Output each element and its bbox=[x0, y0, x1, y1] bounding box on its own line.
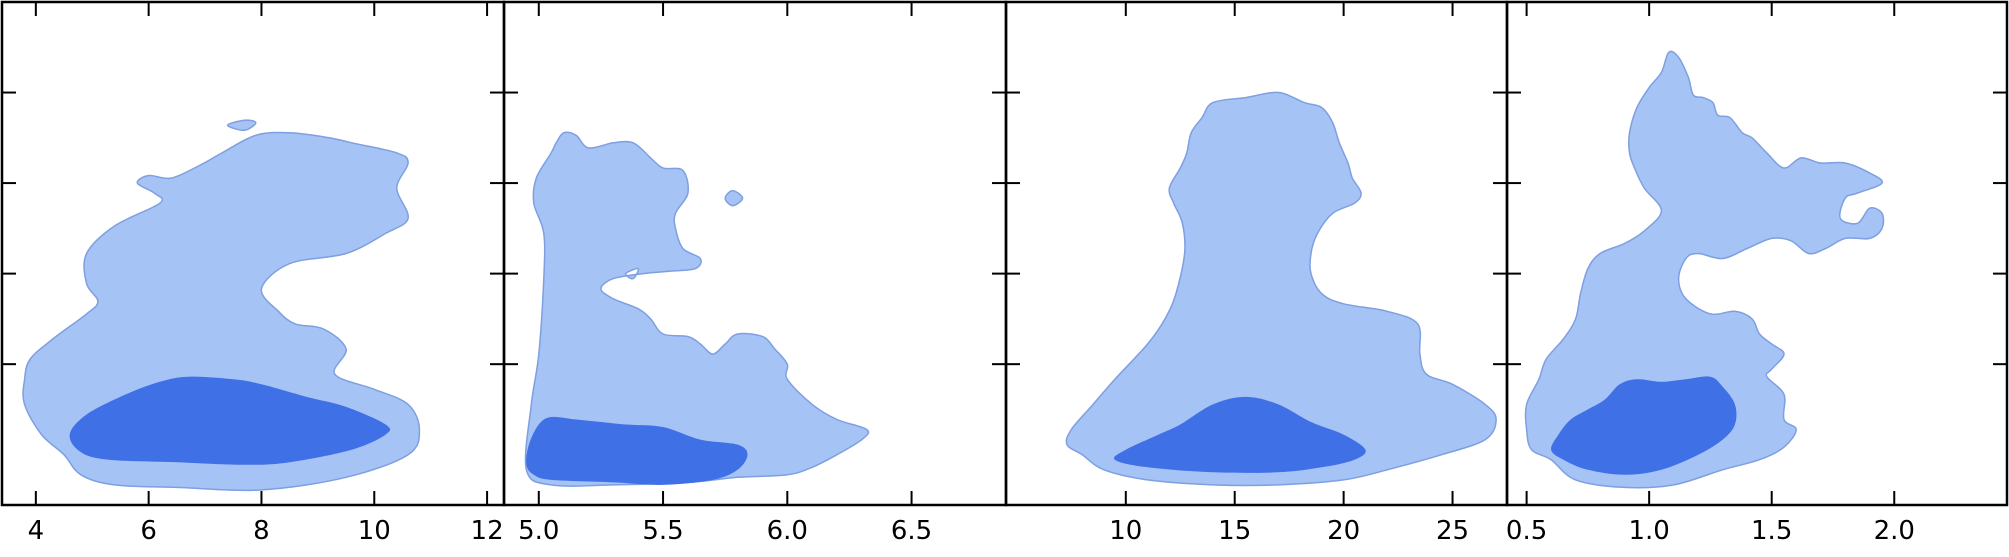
outer-contour-island bbox=[724, 189, 744, 207]
inner-contour-region bbox=[1113, 396, 1366, 473]
x-tick-label: 8 bbox=[253, 516, 270, 546]
panel-1: 4 6 8 10 12 bbox=[0, 0, 506, 546]
x-tick-label: 15 bbox=[1218, 516, 1251, 546]
outer-contour-island bbox=[226, 119, 257, 132]
inner-contour-region bbox=[69, 376, 391, 465]
x-tick-label: 10 bbox=[358, 516, 391, 546]
panel-2: 5.0 5.5 6.0 6.5 bbox=[502, 0, 1008, 546]
panel-4: 0.5 1.0 1.5 2.0 bbox=[1505, 0, 2009, 546]
outer-contour-region bbox=[1524, 50, 1885, 489]
outer-contour-region bbox=[524, 131, 870, 487]
x-tick-label: 10 bbox=[1109, 516, 1142, 546]
x-tick-label: 1.5 bbox=[1751, 516, 1792, 546]
x-tick-label: 5.0 bbox=[518, 516, 559, 546]
x-tick-label: 2.0 bbox=[1874, 516, 1915, 546]
x-tick-label: 6.0 bbox=[767, 516, 808, 546]
x-tick-label: 1.0 bbox=[1628, 516, 1669, 546]
x-tick-label: 12 bbox=[471, 516, 504, 546]
inner-contour-region bbox=[526, 416, 748, 485]
inner-contour-region bbox=[1551, 376, 1737, 475]
x-tick-label: 6.5 bbox=[891, 516, 932, 546]
x-tick-label: 5.5 bbox=[642, 516, 683, 546]
outer-contour-region bbox=[1065, 91, 1497, 487]
panel-frame bbox=[1505, 0, 2009, 507]
x-tick-label: 0.5 bbox=[1506, 516, 1547, 546]
panel-3: 10 15 20 25 bbox=[1004, 0, 1509, 546]
x-tick-label: 25 bbox=[1436, 516, 1469, 546]
x-tick-label: 4 bbox=[28, 516, 45, 546]
x-tick-label: 6 bbox=[140, 516, 157, 546]
x-tick-label: 20 bbox=[1327, 516, 1360, 546]
